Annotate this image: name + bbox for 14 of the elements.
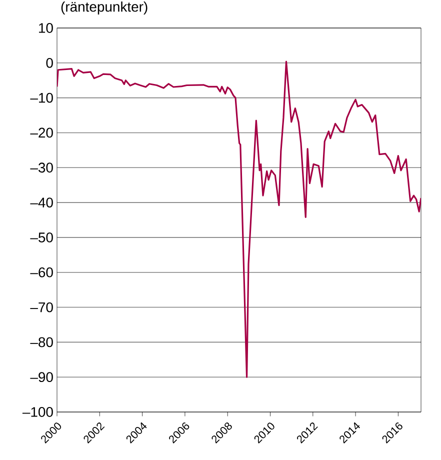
- y-tick-label: –100: [22, 407, 53, 417]
- y-tick-label: 0: [46, 58, 53, 68]
- y-tick-label: –30: [30, 162, 53, 173]
- line-series: [57, 60, 422, 378]
- y-tick-label: –40: [30, 198, 53, 208]
- y-tick-label: 10: [39, 23, 53, 33]
- y-tick-label: –20: [30, 128, 53, 138]
- y-tick-label: –60: [30, 267, 53, 278]
- y-tick-label: –50: [30, 232, 53, 242]
- y-tick-label: –90: [30, 372, 53, 382]
- chart-title: (räntepunkter): [61, 1, 148, 14]
- y-tick-label: –80: [30, 337, 53, 348]
- y-tick-label: –70: [30, 302, 53, 312]
- y-tick-label: –10: [30, 92, 53, 103]
